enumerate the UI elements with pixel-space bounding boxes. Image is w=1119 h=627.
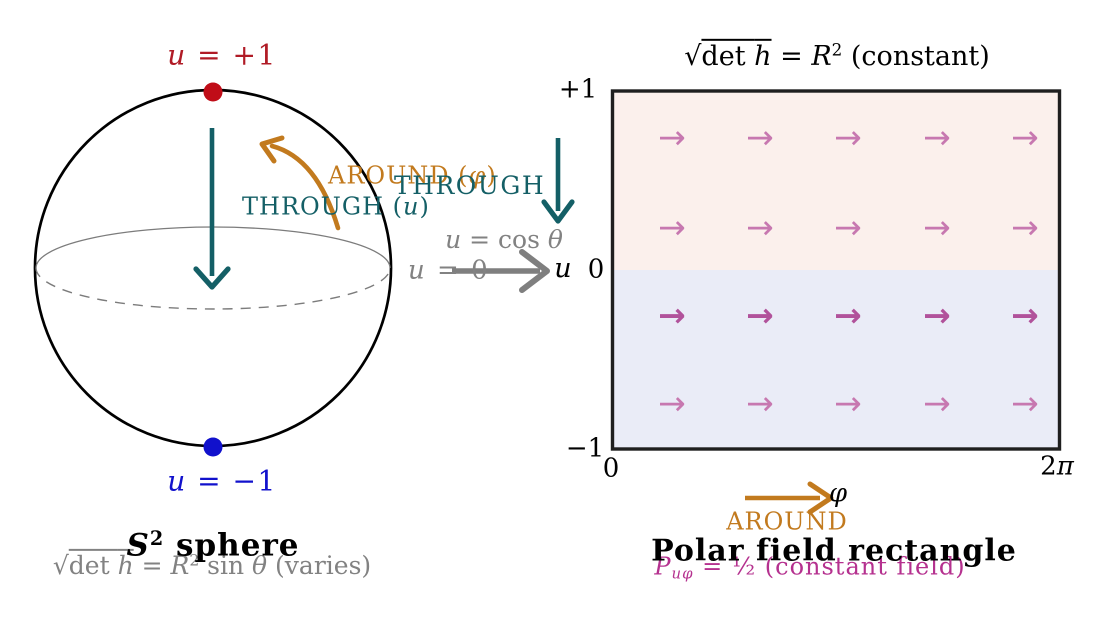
north-pole-label: u = +1 [167, 38, 277, 72]
sphere-area-element-formula: √det h = R2 sin θ (varies) [52, 550, 372, 580]
rect-lower-half-fill [613, 270, 1059, 448]
quiver-arrow: → [658, 207, 686, 247]
through-arrow-middle [541, 138, 575, 224]
quiver-arrow: → [923, 383, 951, 423]
quiver-arrow: → [1011, 207, 1039, 247]
ytick-minus1: −1 [565, 433, 605, 464]
ytick-zero: 0 [587, 254, 605, 285]
quiver-arrow: → [923, 207, 951, 247]
through-arrow-sphere [193, 128, 231, 290]
rect-border [610, 89, 1062, 451]
quiver-arrow: → [923, 295, 951, 335]
quiver-arrow: → [746, 383, 774, 423]
u-axis-name: u [554, 252, 572, 284]
quiver-arrow: → [658, 117, 686, 157]
quiver-arrow: → [746, 295, 774, 335]
quiver-arrow: → [834, 207, 862, 247]
quiver-arrow: → [834, 295, 862, 335]
polar-field-formula: Puφ = ½ (constant field) [654, 552, 966, 583]
quiver-arrow: → [1011, 383, 1039, 423]
around-arrow-sphere [259, 135, 341, 231]
around-phi-label: AROUND (φ) [328, 161, 497, 190]
quiver-arrow: → [746, 207, 774, 247]
rect-upper-half-fill [613, 92, 1059, 270]
map-arrow-gray [452, 249, 550, 293]
around-arrow-bottom [745, 481, 834, 515]
quiver-arrow: → [1011, 117, 1039, 157]
rect-panel-title: Polar field rectangle [651, 533, 1017, 569]
quiver-arrow: → [658, 295, 686, 335]
phi-axis-name: φ [828, 478, 848, 509]
around-label-bottom: AROUND [726, 507, 848, 536]
quiver-arrow: → [658, 383, 686, 423]
xtick-zero: 0 [602, 453, 620, 484]
quiver-arrow: → [923, 117, 951, 157]
quiver-arrow: → [746, 117, 774, 157]
ytick-plus1: +1 [558, 74, 598, 105]
rect-area-element-formula: √det h = R2 (constant) [684, 39, 990, 72]
through-label-middle: THROUGH [394, 170, 546, 200]
south-pole-dot [203, 437, 223, 457]
quiver-arrow: → [834, 117, 862, 157]
south-pole-label: u = −1 [167, 464, 277, 498]
equator-back-arc-dashed [35, 267, 391, 310]
quiver-arrow: → [834, 383, 862, 423]
quiver-arrow: → [1011, 295, 1039, 335]
u-equals-cos-theta-label: u = cos θ [445, 224, 563, 254]
through-u-label: THROUGH (u) [242, 192, 430, 221]
sphere-panel-title: S2 sphere [126, 527, 300, 564]
north-pole-dot [203, 82, 223, 102]
xtick-2pi: 2π [1040, 451, 1074, 482]
u-equals-zero-label: u = 0 [408, 255, 490, 286]
